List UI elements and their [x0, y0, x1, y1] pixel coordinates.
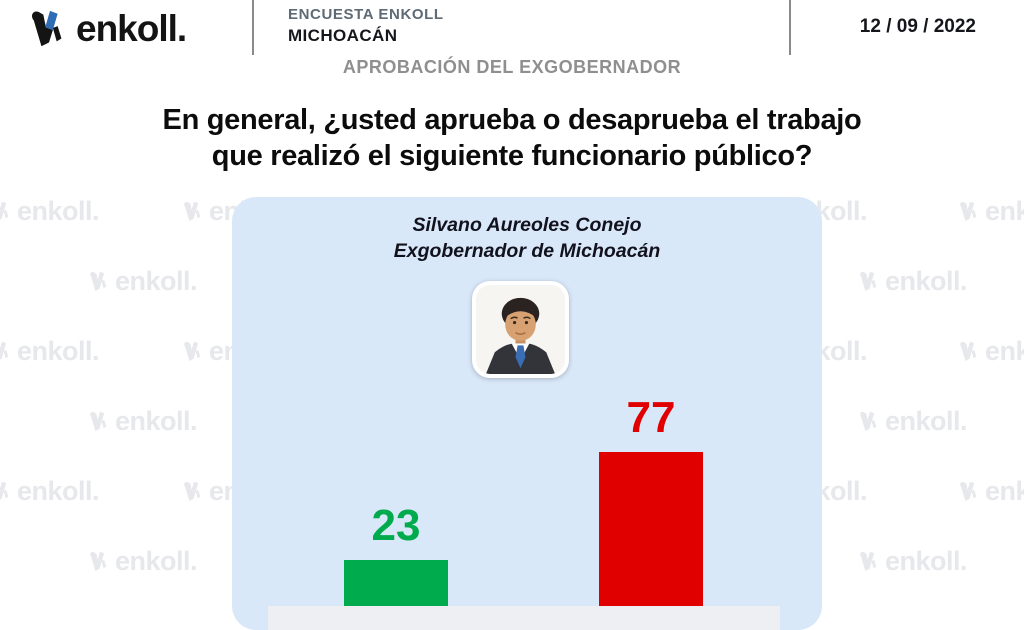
watermark-text: enkoll. [885, 546, 968, 576]
enkoll-logo-icon [860, 411, 877, 431]
bar-red-value: 77 [626, 393, 676, 442]
subject-title: Exgobernador de Michoacán [393, 240, 661, 262]
watermark-text: enkoll. [17, 476, 100, 506]
enkoll-logo-icon [960, 201, 977, 221]
enkoll-logo-icon [90, 411, 107, 431]
watermark-text: enkoll. [115, 266, 198, 296]
background-watermark: enkoll. [958, 336, 1024, 367]
survey-date: 12 / 09 / 2022 [859, 16, 976, 37]
bar-red [599, 452, 703, 606]
question-line-2: que realizó el siguiente funcionario púb… [211, 140, 813, 172]
watermark-text: enkoll. [885, 266, 968, 296]
header: enkoll. ENCUESTA ENKOLL MICHOACÁN 12 / 0… [0, 0, 1024, 56]
background-watermark: enkoll. [858, 266, 968, 297]
watermark-text: enkoll. [985, 196, 1024, 226]
question-line-1: En general, ¿usted aprueba o desaprueba … [162, 104, 862, 136]
background-watermark: enkoll. [88, 546, 198, 577]
enkoll-logo-icon [860, 271, 877, 291]
enkoll-logo-icon [184, 201, 201, 221]
survey-heading: ENCUESTA ENKOLL MICHOACÁN [288, 6, 444, 46]
watermark-text: enkoll. [115, 406, 198, 436]
bar-green-value: 23 [371, 501, 421, 550]
background-watermark: enkoll. [0, 476, 100, 507]
watermark-text: enkoll. [17, 196, 100, 226]
enkoll-logo-icon [860, 551, 877, 571]
enkoll-logo-icon [184, 481, 201, 501]
background-watermark: enkoll. [858, 406, 968, 437]
background-watermark: enkoll. [88, 266, 198, 297]
chart-baseline [268, 606, 780, 630]
watermark-text: enkoll. [115, 546, 198, 576]
subject-photo [472, 281, 569, 378]
subject-heading: Silvano Aureoles Conejo Exgobernador de … [232, 212, 822, 264]
enkoll-logo-icon [0, 341, 9, 360]
background-watermark: enkoll. [858, 546, 968, 577]
background-watermark: enkoll. [958, 196, 1024, 227]
result-card: Silvano Aureoles Conejo Exgobernador de … [232, 197, 822, 630]
question-title: En general, ¿usted aprueba o desaprueba … [0, 102, 1024, 174]
enkoll-logo-icon [0, 481, 9, 500]
section-title: APROBACIÓN DEL EXGOBERNADOR [342, 57, 682, 77]
background-watermark: enkoll. [0, 196, 100, 227]
watermark-text: enkoll. [885, 406, 968, 436]
watermark-text: enkoll. [985, 476, 1024, 506]
header-divider-right [789, 0, 791, 55]
background-watermark: enkoll. [0, 336, 100, 367]
bar-green [344, 560, 448, 606]
enkoll-logo: enkoll. [28, 8, 187, 50]
subject-name: Silvano Aureoles Conejo [412, 214, 642, 236]
enkoll-logo-icon [90, 271, 107, 291]
survey-region: MICHOACÁN [288, 26, 398, 45]
header-divider-left [252, 0, 254, 55]
enkoll-logo-icon [960, 481, 977, 501]
enkoll-logo-icon [0, 201, 9, 220]
enkoll-logo-icon [32, 10, 62, 47]
portrait-photo-icon [476, 285, 565, 374]
enkoll-logo-icon [90, 551, 107, 571]
enkoll-logo-icon [960, 341, 977, 361]
survey-name: ENCUESTA ENKOLL [288, 6, 444, 23]
background-watermark: enkoll. [88, 406, 198, 437]
watermark-text: enkoll. [985, 336, 1024, 366]
background-watermark: enkoll. [958, 476, 1024, 507]
enkoll-logo-icon [184, 341, 201, 361]
watermark-text: enkoll. [17, 336, 100, 366]
logo-wordmark: enkoll. [76, 8, 187, 49]
